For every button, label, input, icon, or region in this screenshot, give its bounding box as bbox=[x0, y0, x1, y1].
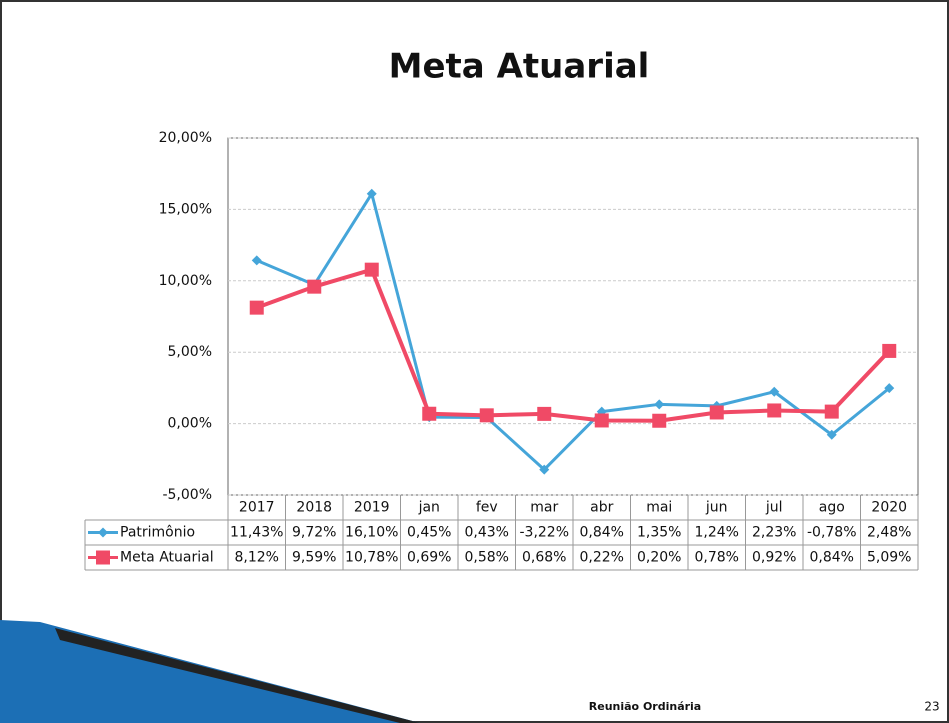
point-marker bbox=[709, 405, 724, 420]
y-tick-label: 0,00% bbox=[168, 416, 212, 432]
point-marker bbox=[826, 429, 837, 440]
table-value: 0,92% bbox=[752, 550, 796, 566]
table-value: -0,78% bbox=[807, 525, 857, 541]
series-line bbox=[256, 267, 891, 423]
x-tick-label: 2020 bbox=[871, 500, 907, 516]
x-tick-label: jan bbox=[418, 500, 440, 516]
table-value: 9,59% bbox=[292, 550, 336, 566]
point-marker bbox=[307, 279, 322, 294]
table-value: 0,43% bbox=[465, 525, 509, 541]
x-tick-label: fev bbox=[476, 500, 498, 516]
y-tick-label: 5,00% bbox=[168, 344, 212, 360]
decor-shadow bbox=[55, 628, 420, 723]
point-marker bbox=[249, 300, 264, 315]
footer-text: Reunião Ordinária bbox=[589, 700, 701, 713]
table-value: 9,72% bbox=[292, 525, 336, 541]
x-tick-label: mar bbox=[530, 500, 558, 516]
point-marker bbox=[769, 386, 780, 397]
table-value: 0,22% bbox=[580, 550, 624, 566]
point-marker bbox=[96, 550, 110, 565]
x-tick-label: ago bbox=[819, 500, 845, 516]
y-tick-label: 20,00% bbox=[159, 130, 212, 146]
point-marker bbox=[537, 406, 552, 421]
table-value: 8,12% bbox=[235, 550, 279, 566]
table-value: 2,48% bbox=[867, 525, 911, 541]
x-tick-label: jun bbox=[705, 500, 728, 516]
table-value: 0,78% bbox=[695, 550, 739, 566]
point-marker bbox=[882, 343, 897, 358]
table-value: 0,58% bbox=[465, 550, 509, 566]
point-marker bbox=[539, 464, 550, 475]
point-marker bbox=[654, 399, 665, 410]
point-marker bbox=[364, 262, 379, 277]
x-tick-label: mai bbox=[646, 500, 672, 516]
table-value: 1,24% bbox=[695, 525, 739, 541]
table-value: 0,69% bbox=[407, 550, 451, 566]
x-tick-label: 2017 bbox=[239, 500, 275, 516]
point-marker bbox=[479, 408, 494, 423]
page-number: 23 bbox=[924, 700, 939, 714]
series-line bbox=[256, 192, 891, 472]
x-tick-label: jul bbox=[765, 500, 783, 516]
table-value: 2,23% bbox=[752, 525, 796, 541]
y-tick-label: -5,00% bbox=[162, 487, 212, 503]
table-value: 0,68% bbox=[522, 550, 566, 566]
point-marker bbox=[251, 255, 262, 266]
table-value: 16,10% bbox=[345, 525, 398, 541]
x-tick-label: 2018 bbox=[296, 500, 332, 516]
slide-title: Meta Atuarial bbox=[389, 47, 650, 87]
table-value: 0,45% bbox=[407, 525, 451, 541]
y-tick-label: 10,00% bbox=[159, 273, 212, 289]
x-tick-label: 2019 bbox=[354, 500, 390, 516]
point-marker bbox=[98, 527, 108, 538]
x-tick-label: abr bbox=[590, 500, 613, 516]
point-marker bbox=[652, 413, 667, 428]
table-value: 0,20% bbox=[637, 550, 681, 566]
point-marker bbox=[884, 383, 895, 394]
point-marker bbox=[594, 413, 609, 428]
y-tick-label: 15,00% bbox=[159, 201, 212, 217]
point-marker bbox=[824, 404, 839, 419]
table-value: 5,09% bbox=[867, 550, 911, 566]
legend-label: Meta Atuarial bbox=[120, 550, 214, 566]
table-value: 0,84% bbox=[810, 550, 854, 566]
table-value: 11,43% bbox=[230, 525, 283, 541]
legend-label: Patrimônio bbox=[120, 525, 195, 541]
table-value: -3,22% bbox=[519, 525, 569, 541]
point-marker bbox=[422, 406, 437, 421]
table-value: 10,78% bbox=[345, 550, 398, 566]
table-value: 1,35% bbox=[637, 525, 681, 541]
point-marker bbox=[767, 403, 782, 418]
point-marker bbox=[366, 188, 377, 199]
table-value: 0,84% bbox=[580, 525, 624, 541]
